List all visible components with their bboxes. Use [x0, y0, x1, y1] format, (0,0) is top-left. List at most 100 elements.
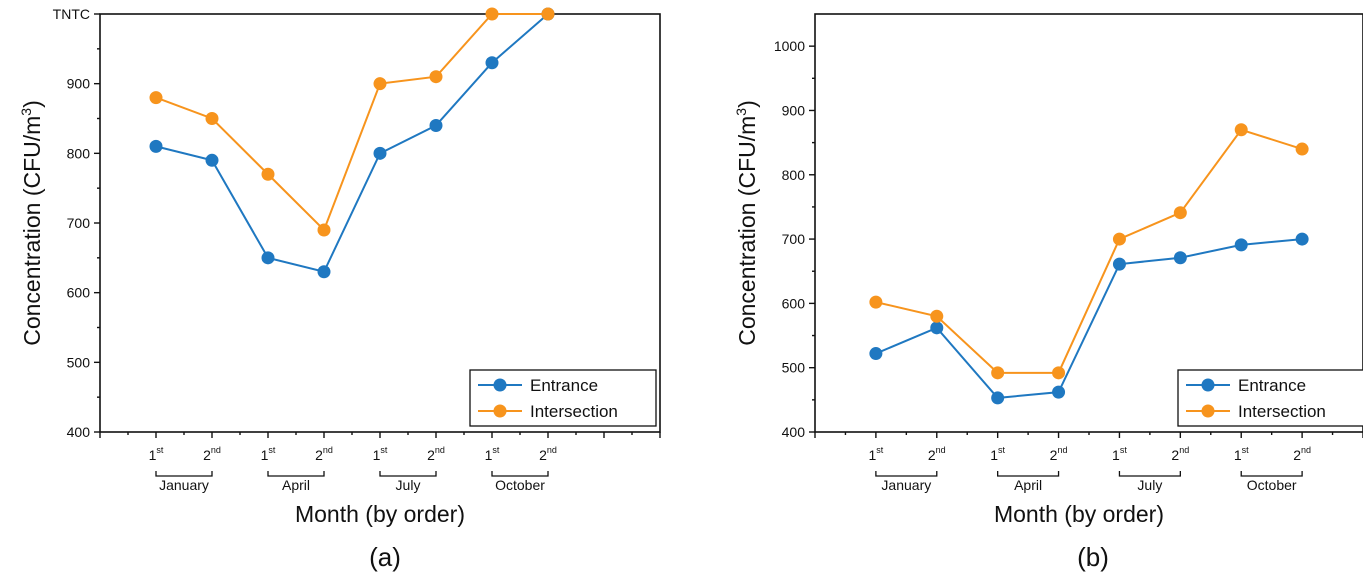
series-line-entrance [875, 238, 1303, 399]
data-point-intersection [429, 70, 443, 84]
data-point-intersection [991, 366, 1005, 380]
data-point-intersection [149, 91, 163, 105]
data-point-entrance [1295, 232, 1309, 246]
data-point-entrance [991, 391, 1005, 405]
data-point-entrance [869, 347, 883, 361]
panel-label: (a) [369, 542, 401, 572]
x-tick-label: 1st [373, 445, 388, 463]
legend: Entrance Intersection [469, 369, 657, 427]
group-bracket [379, 471, 437, 477]
group-label-april: April [282, 477, 310, 493]
y-tick-label: 800 [67, 145, 91, 161]
group-bracket [491, 471, 549, 477]
data-point-entrance [429, 118, 443, 132]
x-tick-label: 1st [261, 445, 276, 463]
group-label-july: July [396, 477, 421, 493]
chart-panel-a: 400 500 600 700 800 900 TNTC 1st 2nd 1st 2nd 1st 2nd… [18, 6, 661, 572]
data-point-intersection [373, 77, 387, 91]
legend-label-entrance: Entrance [530, 376, 598, 395]
group-bracket [1240, 471, 1303, 477]
y-axis-title: Concentration (CFU/m3) [733, 100, 760, 346]
x-tick-label: 1st [868, 445, 883, 463]
data-point-intersection [261, 167, 275, 181]
data-point-intersection [1112, 232, 1126, 246]
x-axis-title: Month (by order) [994, 501, 1164, 527]
data-point-entrance [317, 265, 331, 279]
y-tick-label: 700 [67, 215, 91, 231]
y-tick-label: 400 [782, 424, 806, 440]
group-label-january: January [881, 477, 931, 493]
y-tick-label: 900 [782, 102, 806, 118]
x-tick-label: 1st [1112, 445, 1127, 463]
data-point-intersection [869, 295, 883, 309]
y-tick-label: 500 [67, 354, 91, 370]
series-line-intersection [875, 128, 1303, 374]
data-point-intersection [1234, 123, 1248, 137]
x-tick-label: 2nd [203, 445, 221, 463]
x-tick-label: 1st [990, 445, 1005, 463]
legend-label-intersection: Intersection [530, 402, 618, 421]
x-tick-label: 2nd [427, 445, 445, 463]
data-point-intersection [317, 223, 331, 237]
x-tick-label: 2nd [1293, 445, 1311, 463]
data-point-entrance [1112, 257, 1126, 271]
group-bracket [155, 471, 213, 477]
group-bracket [267, 471, 325, 477]
data-point-intersection [1295, 142, 1309, 156]
x-tick-label: 1st [485, 445, 500, 463]
plot-frame [814, 13, 1363, 433]
group-label-april: April [1014, 477, 1042, 493]
x-tick-label: 2nd [315, 445, 333, 463]
legend-marker-entrance [1201, 378, 1215, 392]
chart-panel-b: 400 500 600 700 800 900 1000 1st 2nd 1st 2nd 1st 2nd… [733, 13, 1363, 572]
y-tick-label: 800 [782, 167, 806, 183]
y-tick-label: 600 [782, 295, 806, 311]
x-tick-label: 2nd [539, 445, 557, 463]
data-point-entrance [1234, 238, 1248, 252]
group-label-october: October [495, 477, 545, 493]
y-axis-title: Concentration (CFU/m3) [18, 100, 45, 346]
x-tick-label: 2nd [928, 445, 946, 463]
group-bracket [875, 471, 938, 477]
x-axis-title: Month (by order) [295, 501, 465, 527]
legend-marker-intersection [493, 404, 507, 418]
data-point-entrance [149, 139, 163, 153]
x-tick-label: 2nd [1050, 445, 1068, 463]
legend-label-intersection: Intersection [1238, 402, 1326, 421]
panel-label: (b) [1077, 542, 1109, 572]
group-label-january: January [159, 477, 209, 493]
data-point-intersection [541, 7, 555, 21]
data-point-entrance [1052, 385, 1066, 399]
x-tick-label: 2nd [1171, 445, 1189, 463]
data-point-entrance [373, 146, 387, 160]
legend-marker-intersection [1201, 404, 1215, 418]
data-point-entrance [205, 153, 219, 167]
y-tick-label: 1000 [774, 38, 805, 54]
data-point-intersection [1173, 206, 1187, 220]
legend-marker-entrance [493, 378, 507, 392]
x-tick-label: 1st [149, 445, 164, 463]
group-bracket [997, 471, 1060, 477]
y-tick-label: 600 [67, 285, 91, 301]
data-point-entrance [261, 251, 275, 265]
data-point-intersection [485, 7, 499, 21]
y-tick-label: 400 [67, 424, 91, 440]
data-point-intersection [205, 112, 219, 125]
y-tick-label: TNTC [53, 6, 90, 22]
legend: Entrance Intersection [1177, 369, 1363, 427]
data-point-entrance [1173, 251, 1187, 265]
group-label-july: July [1137, 477, 1162, 493]
series-line-entrance [155, 13, 549, 273]
y-tick-label: 900 [67, 76, 91, 92]
data-point-entrance [930, 321, 944, 335]
data-point-intersection [1052, 366, 1066, 380]
data-point-intersection [930, 309, 944, 323]
legend-label-entrance: Entrance [1238, 376, 1306, 395]
data-point-entrance [485, 56, 499, 70]
group-label-october: October [1247, 477, 1297, 493]
plot-frame [99, 13, 661, 433]
y-tick-label: 500 [782, 360, 806, 376]
group-bracket [1118, 471, 1181, 477]
